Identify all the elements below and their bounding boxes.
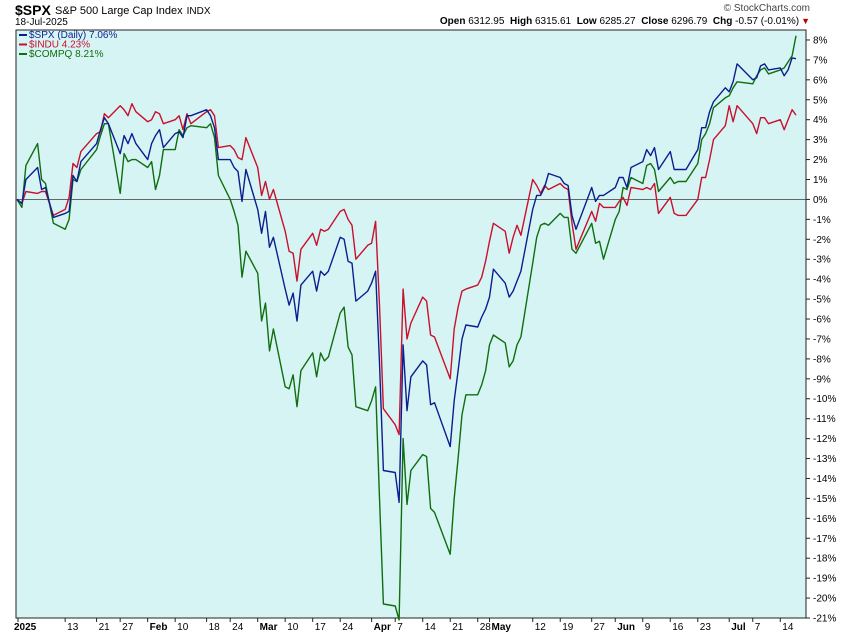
series-line-spx xyxy=(16,57,797,504)
x-axis: 2025 13 21 27 Feb 10 18 24 Mar 10 17 24 Apr 7 14 21 28 Ma… xyxy=(14,618,794,633)
x-tick-label: 9 xyxy=(645,622,651,633)
x-tick-label: 14 xyxy=(425,622,437,633)
y-tick-label: -16% xyxy=(813,514,836,525)
index-description: S&P 500 Large Cap Index INDX xyxy=(55,5,211,17)
y-tick-label: 7% xyxy=(813,55,828,66)
x-tick-label: 21 xyxy=(99,622,111,633)
x-tick-label: 16 xyxy=(672,622,684,633)
x-tick-label: 24 xyxy=(342,622,354,633)
series-line-indu xyxy=(16,102,797,436)
x-tick-label: Jun xyxy=(617,622,635,633)
open-value: 6312.95 xyxy=(468,16,505,27)
legend-entry-spx: $SPX (Daily) 7.06% xyxy=(29,30,117,41)
chg-value: -0.57 (-0.01%) xyxy=(735,16,800,27)
low-value: 6285.27 xyxy=(599,16,636,27)
y-tick-label: -6% xyxy=(813,315,831,326)
y-tick-label: -15% xyxy=(813,494,836,505)
ticker-symbol: $SPX xyxy=(15,2,51,18)
ohlc-readout: Open 6312.95 High 6315.61 Low 6285.27 Cl… xyxy=(440,16,810,27)
high-label: High xyxy=(509,16,533,27)
x-tick-label: 7 xyxy=(397,622,403,633)
x-tick-label: 27 xyxy=(122,622,134,633)
x-tick-label: 12 xyxy=(535,622,547,633)
x-tick-label: 28 xyxy=(480,622,492,633)
x-tick-label: May xyxy=(492,622,512,633)
y-tick-label: -10% xyxy=(813,394,836,405)
x-tick-label: 14 xyxy=(782,622,794,633)
x-tick-label: 18 xyxy=(209,622,221,633)
x-tick-label: Mar xyxy=(260,622,278,633)
x-tick-label: 17 xyxy=(315,622,327,633)
y-tick-label: -11% xyxy=(813,414,836,425)
y-tick-label: 6% xyxy=(813,75,828,86)
y-tick-label: -21% xyxy=(813,614,836,625)
y-tick-label: 8% xyxy=(813,35,828,46)
y-tick-label: -17% xyxy=(813,534,836,545)
y-tick-label: 1% xyxy=(813,175,828,186)
y-tick-label: -7% xyxy=(813,334,831,345)
y-tick-label: -20% xyxy=(813,594,836,605)
x-tick-label: 13 xyxy=(67,622,79,633)
y-axis: 8% 7% 6% 5% 4% 3% 2% 1% 0% -1% -2% -3% -4% -5% -6% -7% -… xyxy=(806,35,836,625)
y-tick-label: -19% xyxy=(813,574,836,585)
legend-entry-compq: $COMPQ 8.21% xyxy=(29,49,104,60)
x-tick-label: 19 xyxy=(562,622,574,633)
y-tick-label: 3% xyxy=(813,135,828,146)
high-value: 6315.61 xyxy=(534,16,572,27)
x-tick-label: 24 xyxy=(232,622,244,633)
y-tick-label: 4% xyxy=(813,115,828,126)
y-tick-label: 0% xyxy=(813,195,828,206)
close-value: 6296.79 xyxy=(671,16,708,27)
low-label: Low xyxy=(576,16,597,27)
x-tick-label: 27 xyxy=(594,622,606,633)
x-tick-label: Feb xyxy=(150,622,168,633)
x-tick-label: Apr xyxy=(374,622,391,633)
x-tick-label: 10 xyxy=(177,622,189,633)
x-tick-label: 23 xyxy=(700,622,712,633)
x-tick-label: 2025 xyxy=(14,622,37,633)
y-tick-label: -12% xyxy=(813,434,836,445)
x-tick-label: Jul xyxy=(731,622,746,633)
y-tick-label: -18% xyxy=(813,554,836,565)
y-tick-label: -3% xyxy=(813,255,831,266)
y-tick-label: -5% xyxy=(813,295,831,306)
chart-date: 18-Jul-2025 xyxy=(15,17,68,28)
description-text: S&P 500 Large Cap Index xyxy=(55,5,183,17)
y-tick-label: 2% xyxy=(813,155,828,166)
x-tick-label: 7 xyxy=(755,622,761,633)
series-line-compq xyxy=(16,35,797,621)
y-tick-label: -13% xyxy=(813,454,836,465)
close-label: Close xyxy=(641,16,669,27)
y-tick-label: -9% xyxy=(813,374,831,385)
y-tick-label: 5% xyxy=(813,95,828,106)
legend-entry-indu: $INDU 4.23% xyxy=(29,40,90,51)
x-tick-label: 10 xyxy=(287,622,299,633)
legend: $SPX (Daily) 7.06%$INDU 4.23%$COMPQ 8.21… xyxy=(19,30,117,60)
y-tick-label: -2% xyxy=(813,235,831,246)
down-arrow-icon: ▼ xyxy=(801,16,810,26)
open-label: Open xyxy=(439,16,466,27)
y-tick-label: -4% xyxy=(813,275,831,286)
chart-header: $SPX S&P 500 Large Cap Index INDX 18-Jul-… xyxy=(15,2,810,30)
y-tick-label: -1% xyxy=(813,215,831,226)
series-lines xyxy=(16,35,797,621)
stockcharts-watermark: © StockCharts.com xyxy=(723,3,810,14)
x-tick-label: 21 xyxy=(452,622,464,633)
chg-label: Chg xyxy=(712,16,733,27)
exchange-label: INDX xyxy=(186,6,211,17)
y-tick-label: -14% xyxy=(813,474,836,485)
y-tick-label: -8% xyxy=(813,354,831,365)
